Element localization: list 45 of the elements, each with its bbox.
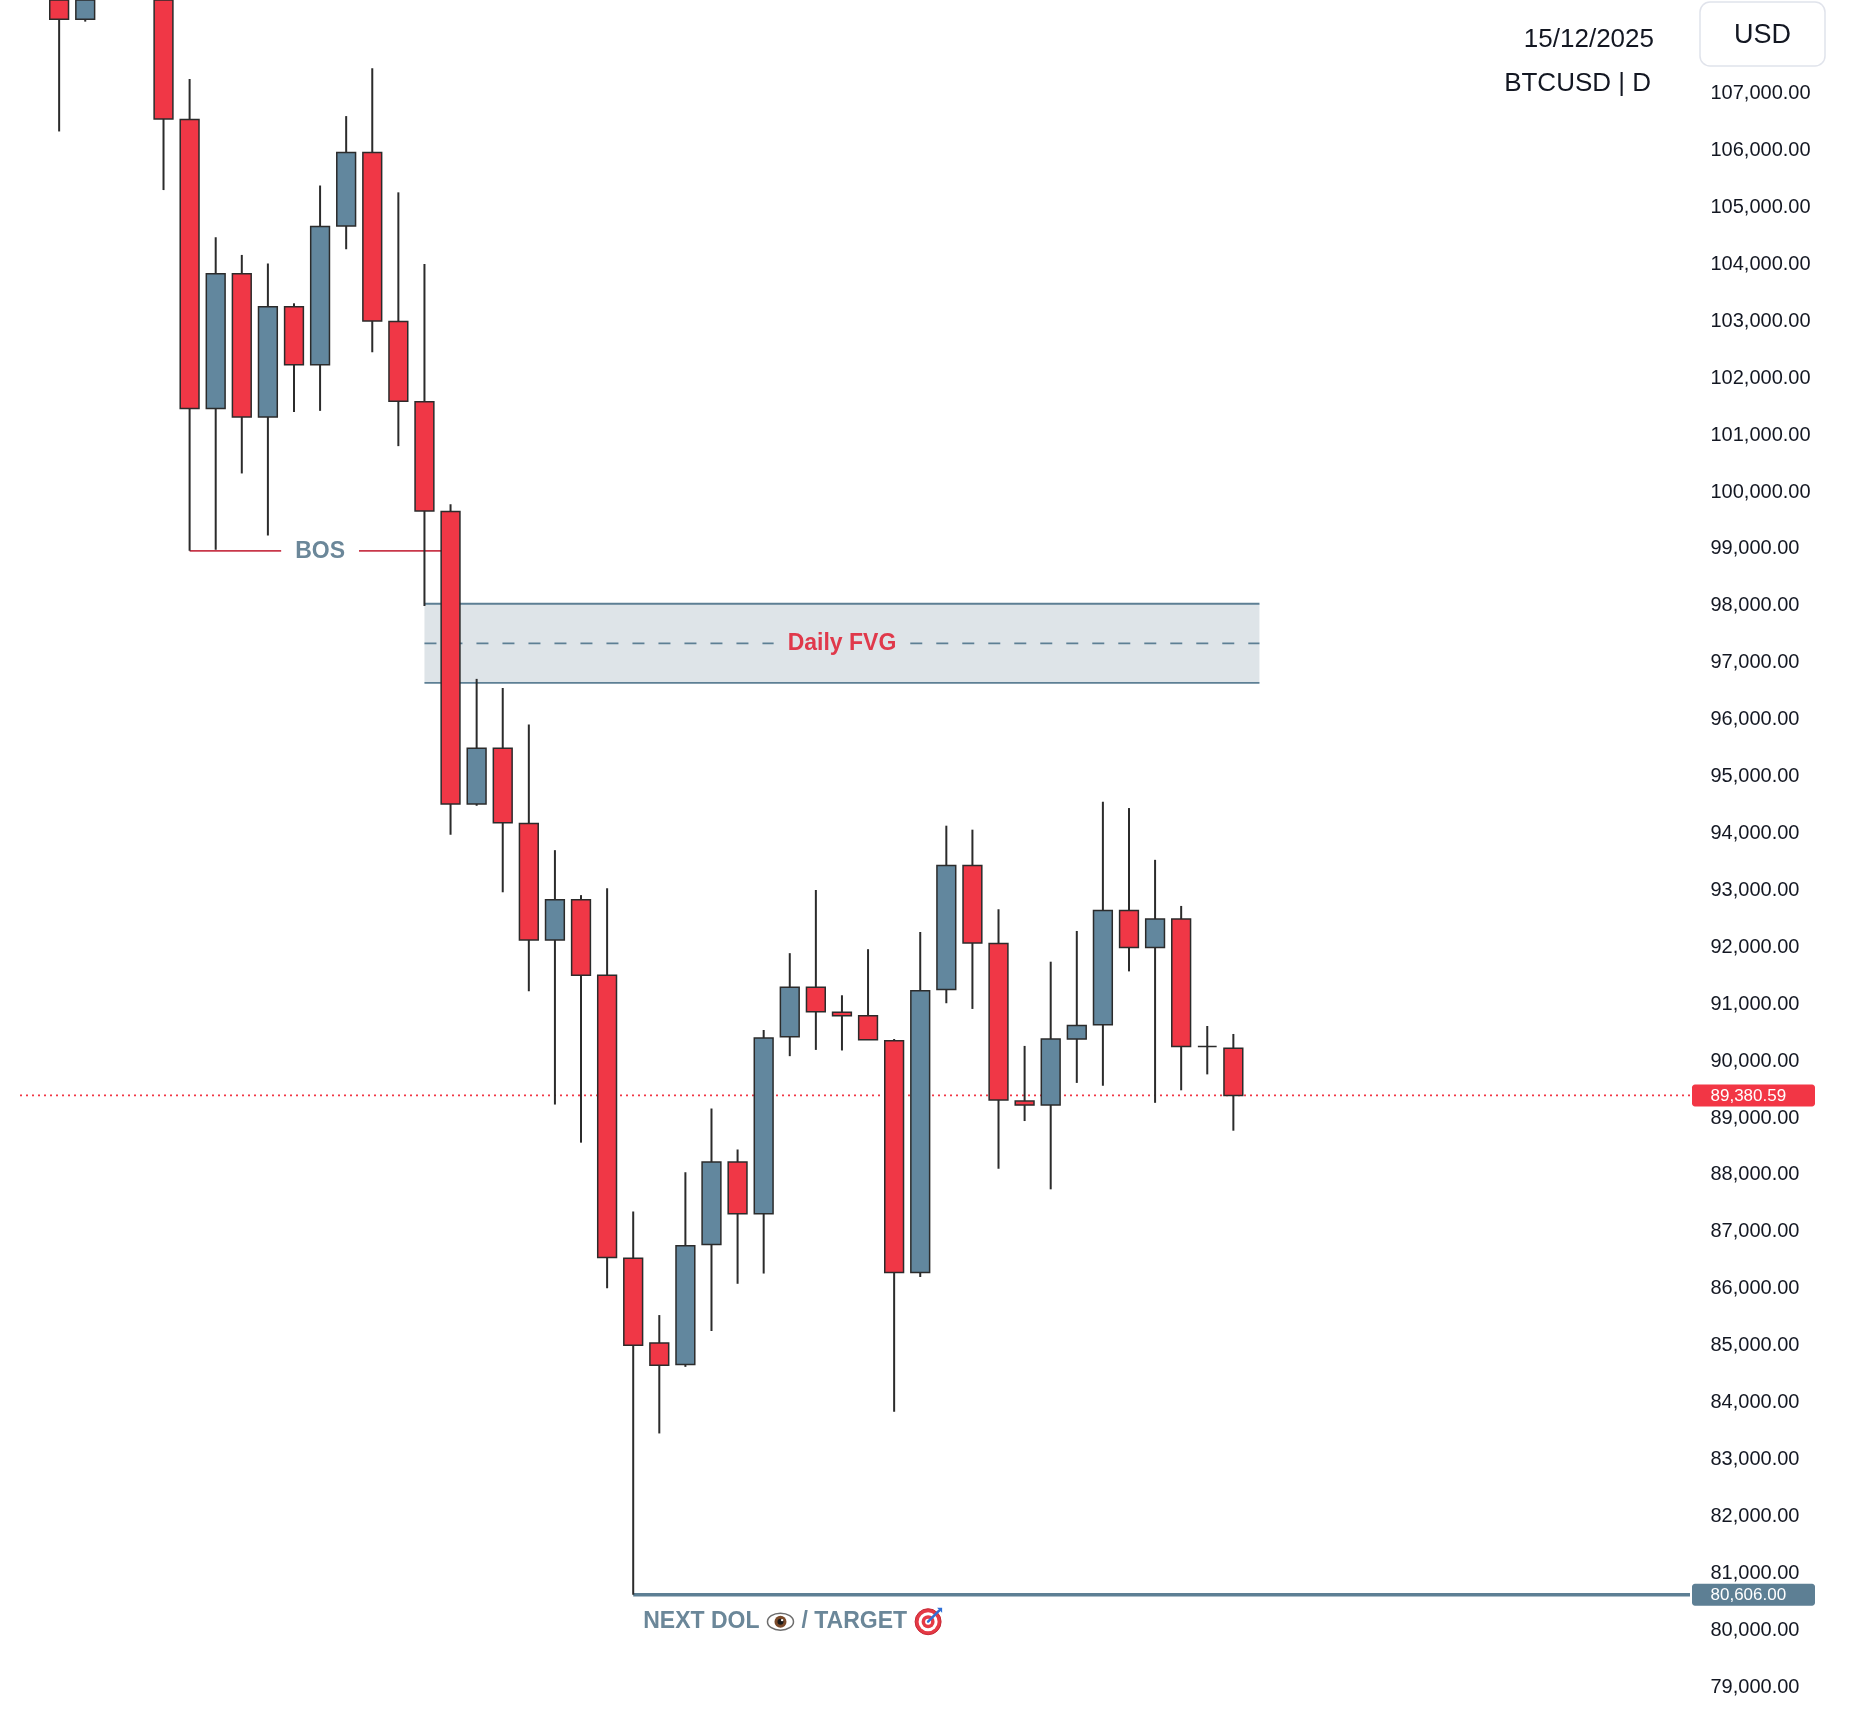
y-tick-label: 82,000.00 xyxy=(1710,1503,1800,1526)
y-tick-label: 106,000.00 xyxy=(1710,138,1811,161)
y-tick-label: 85,000.00 xyxy=(1710,1333,1800,1356)
ref-line-label: BOS xyxy=(295,536,345,563)
y-axis-title: USD xyxy=(1733,18,1792,49)
y-tick-label: 105,000.00 xyxy=(1710,195,1811,218)
y-tick-label: 89,380.59 xyxy=(1710,1085,1787,1105)
text: BTCUSD | D xyxy=(1504,67,1651,97)
candlestick xyxy=(75,0,96,23)
y-tick-label: 91,000.00 xyxy=(1710,991,1800,1014)
y-tick-label: 80,000.00 xyxy=(1710,1617,1800,1640)
y-tick-label: 80,606.00 xyxy=(1710,1585,1787,1605)
y-tick-label: 98,000.00 xyxy=(1710,593,1800,616)
candlestick xyxy=(649,1314,670,1435)
y-tick-label: 89,000.00 xyxy=(1710,1105,1800,1128)
y-tick-label: 96,000.00 xyxy=(1710,707,1800,730)
y-tick-label: 84,000.00 xyxy=(1710,1390,1800,1413)
y-tick-label: 88,000.00 xyxy=(1710,1162,1800,1185)
y-tick-label: 100,000.00 xyxy=(1710,479,1811,502)
y-tick-label: 92,000.00 xyxy=(1710,934,1800,957)
ref-line-label: Daily FVG xyxy=(787,629,897,656)
y-tick-label: 101,000.00 xyxy=(1710,422,1811,445)
candlestick xyxy=(49,0,70,133)
candlestick xyxy=(831,994,853,1052)
y-tick-label: 104,000.00 xyxy=(1710,251,1811,274)
y-tick-label: 93,000.00 xyxy=(1710,877,1800,900)
y-tick-label: 97,000.00 xyxy=(1710,650,1800,673)
y-tick-label: 99,000.00 xyxy=(1710,536,1800,559)
y-tick-label: 103,000.00 xyxy=(1710,308,1811,331)
candlestick xyxy=(1197,1025,1218,1076)
y-tick-label: 95,000.00 xyxy=(1710,764,1800,787)
y-tick-label: 81,000.00 xyxy=(1710,1560,1800,1583)
y-tick-label: 107,000.00 xyxy=(1710,81,1811,104)
candlestick xyxy=(1144,858,1166,1104)
text: NEXT DOL / TARGET xyxy=(643,1606,908,1633)
y-tick-label: 90,000.00 xyxy=(1710,1048,1800,1071)
y-tick-label: 79,000.00 xyxy=(1710,1674,1800,1697)
candlestick xyxy=(857,948,879,1041)
y-tick-label: 94,000.00 xyxy=(1710,821,1800,844)
y-tick-label: 102,000.00 xyxy=(1710,365,1811,388)
candlestick xyxy=(1066,929,1087,1084)
y-tick-label: 87,000.00 xyxy=(1710,1219,1800,1242)
y-tick-label: 86,000.00 xyxy=(1710,1276,1800,1299)
y-tick-label: 83,000.00 xyxy=(1710,1446,1800,1469)
text: 15/12/2025 xyxy=(1523,23,1654,53)
